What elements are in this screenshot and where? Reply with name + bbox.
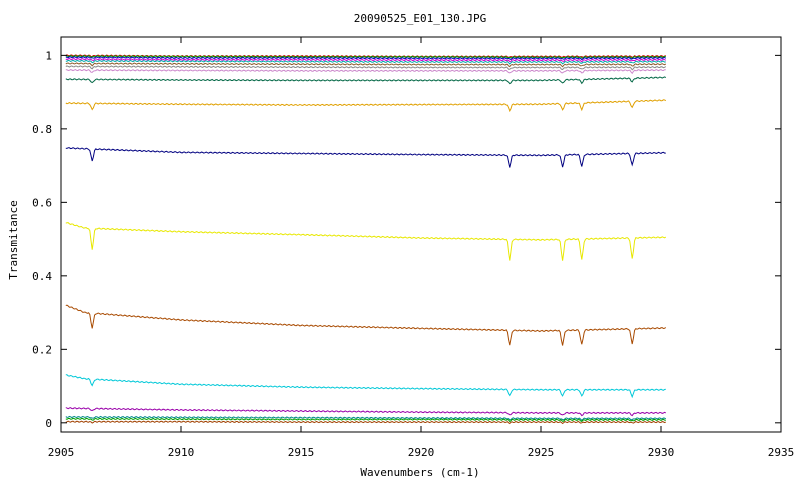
y-axis-label: Transmitance — [7, 200, 20, 279]
series-line — [65, 56, 667, 61]
y-tick-label: 0.2 — [32, 343, 52, 356]
series-line — [65, 65, 667, 71]
x-tick-label: 2925 — [528, 446, 555, 459]
series-line — [65, 147, 666, 168]
chart-title: 20090525_E01_130.JPG — [354, 12, 486, 25]
y-tick-label: 0.6 — [32, 196, 52, 209]
x-axis-label: Wavenumbers (cm-1) — [360, 466, 479, 479]
x-axis: 2905 2910 2915 2920 2925 2930 2935 — [48, 37, 795, 459]
x-tick-label: 2915 — [288, 446, 315, 459]
series-line — [65, 55, 666, 59]
series-line — [65, 417, 666, 423]
series-line — [65, 54, 666, 59]
x-tick-label: 2905 — [48, 446, 75, 459]
y-tick-label: 0 — [45, 417, 52, 430]
series-line — [65, 57, 667, 63]
series-line — [65, 222, 667, 261]
series-line — [65, 59, 666, 65]
x-tick-label: 2935 — [768, 446, 795, 459]
x-tick-label: 2910 — [168, 446, 195, 459]
series-line — [65, 76, 667, 85]
series-line — [65, 99, 667, 113]
x-tick-label: 2920 — [408, 446, 435, 459]
plot-frame — [60, 36, 782, 433]
y-tick-label: 0.4 — [32, 270, 52, 283]
series-line — [65, 420, 666, 425]
series-line — [65, 374, 666, 399]
y-axis: 0 0.2 0.4 0.6 0.8 1 — [32, 49, 781, 430]
series-line — [65, 415, 667, 422]
series-line — [65, 304, 667, 346]
y-tick-label: 0.8 — [32, 123, 52, 136]
x-tick-label: 2930 — [648, 446, 675, 459]
y-tick-label: 1 — [45, 49, 52, 62]
series-line — [65, 69, 666, 75]
series-line — [65, 407, 667, 417]
plot-area — [60, 36, 782, 433]
series-line — [65, 62, 667, 68]
